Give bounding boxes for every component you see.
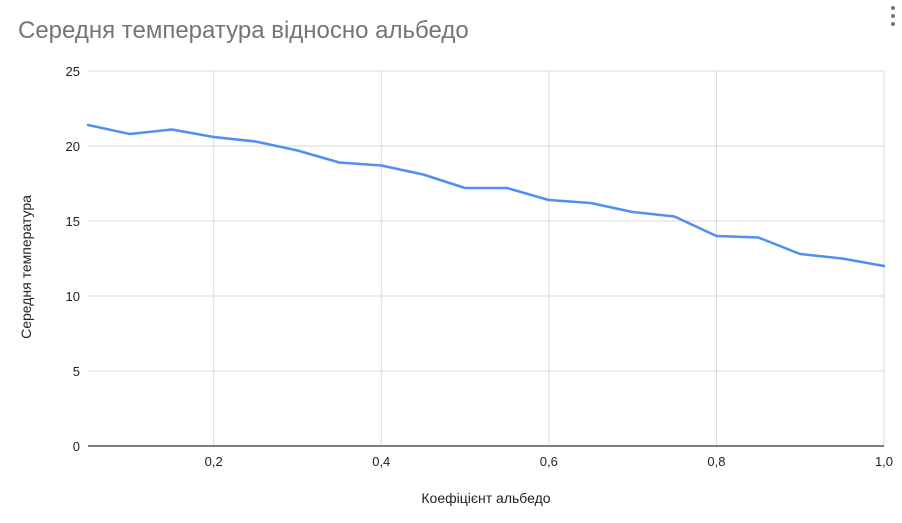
series-line <box>86 123 886 268</box>
data-point <box>380 164 382 166</box>
x-tick-label: 0,6 <box>540 454 558 469</box>
data-point <box>464 187 466 189</box>
data-point <box>715 235 717 237</box>
y-tick-label: 0 <box>73 439 80 454</box>
x-tick-label: 0,4 <box>372 454 390 469</box>
menu-dot <box>891 22 895 26</box>
data-point <box>590 202 592 204</box>
data-point <box>883 265 885 267</box>
data-point <box>673 215 675 217</box>
data-point <box>799 253 801 255</box>
data-point <box>212 136 214 138</box>
data-point <box>757 236 759 238</box>
menu-dot <box>891 14 895 18</box>
data-point <box>506 187 508 189</box>
x-tick-label: 1,0 <box>875 454 893 469</box>
data-point <box>296 149 298 151</box>
data-point <box>87 124 89 126</box>
data-point <box>631 211 633 213</box>
y-tick-label: 10 <box>66 289 80 304</box>
data-point <box>129 133 131 135</box>
data-point <box>422 173 424 175</box>
gridlines <box>88 70 885 446</box>
data-point <box>841 257 843 259</box>
y-tick-label: 25 <box>66 64 80 79</box>
chart-title: Середня температура відносно альбедо <box>18 17 469 44</box>
x-axis-title: Коефіцієнт альбедо <box>421 490 550 506</box>
x-tick-label: 0,8 <box>707 454 725 469</box>
x-tick-label: 0,2 <box>205 454 223 469</box>
data-point <box>171 128 173 130</box>
y-tick-label: 5 <box>73 364 80 379</box>
data-point <box>254 140 256 142</box>
y-tick-label: 20 <box>66 139 80 154</box>
x-tick-labels: 0,2 0,4 0,6 0,8 1,0 <box>205 454 893 469</box>
more-vert-icon[interactable] <box>884 2 902 30</box>
y-axis-title: Середня температура <box>18 195 34 339</box>
y-tick-labels: 0 5 10 15 20 25 <box>66 64 80 454</box>
data-point <box>338 161 340 163</box>
menu-dot <box>891 6 895 10</box>
y-tick-label: 15 <box>66 214 80 229</box>
data-point <box>548 199 550 201</box>
series-layer <box>86 123 886 268</box>
